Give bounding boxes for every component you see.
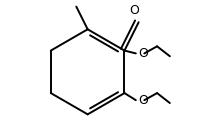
Text: O: O bbox=[130, 4, 140, 17]
Text: O: O bbox=[139, 47, 149, 60]
Text: O: O bbox=[139, 94, 149, 107]
